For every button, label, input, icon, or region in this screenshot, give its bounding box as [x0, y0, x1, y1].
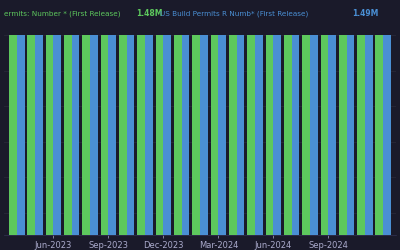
Bar [255, 0, 263, 235]
Bar [101, 0, 108, 235]
Bar [383, 0, 391, 235]
Bar [90, 0, 98, 235]
Bar [376, 0, 383, 235]
Bar [35, 0, 43, 235]
Bar [119, 0, 127, 235]
Bar [365, 0, 372, 235]
Bar [200, 0, 208, 235]
Bar [192, 0, 200, 235]
Bar [292, 0, 299, 235]
Bar [211, 0, 218, 235]
Bar [237, 0, 244, 235]
Bar [9, 0, 17, 235]
Text: US Build Permits R Numb* (First Release): US Build Permits R Numb* (First Release) [160, 10, 308, 17]
Text: 1.48M: 1.48M [136, 9, 162, 18]
Bar [72, 0, 80, 235]
Bar [339, 0, 346, 235]
Bar [163, 0, 171, 235]
Text: 1.49M: 1.49M [352, 9, 378, 18]
Bar [17, 0, 24, 235]
Bar [357, 0, 365, 235]
Bar [273, 0, 281, 235]
Bar [320, 0, 328, 235]
Bar [108, 0, 116, 235]
Bar [302, 0, 310, 235]
Bar [182, 0, 189, 235]
Bar [156, 0, 163, 235]
Bar [174, 0, 182, 235]
Bar [28, 0, 35, 235]
Bar [247, 0, 255, 235]
Bar [127, 0, 134, 235]
Bar [218, 0, 226, 235]
Bar [145, 0, 153, 235]
Bar [310, 0, 318, 235]
Bar [54, 0, 61, 235]
Text: ermits: Number * (First Release): ermits: Number * (First Release) [4, 10, 120, 17]
Bar [82, 0, 90, 235]
Bar [346, 0, 354, 235]
Bar [64, 0, 72, 235]
Bar [229, 0, 237, 235]
Bar [46, 0, 54, 235]
Bar [284, 0, 292, 235]
Bar [137, 0, 145, 235]
Bar [266, 0, 273, 235]
Bar [328, 0, 336, 235]
